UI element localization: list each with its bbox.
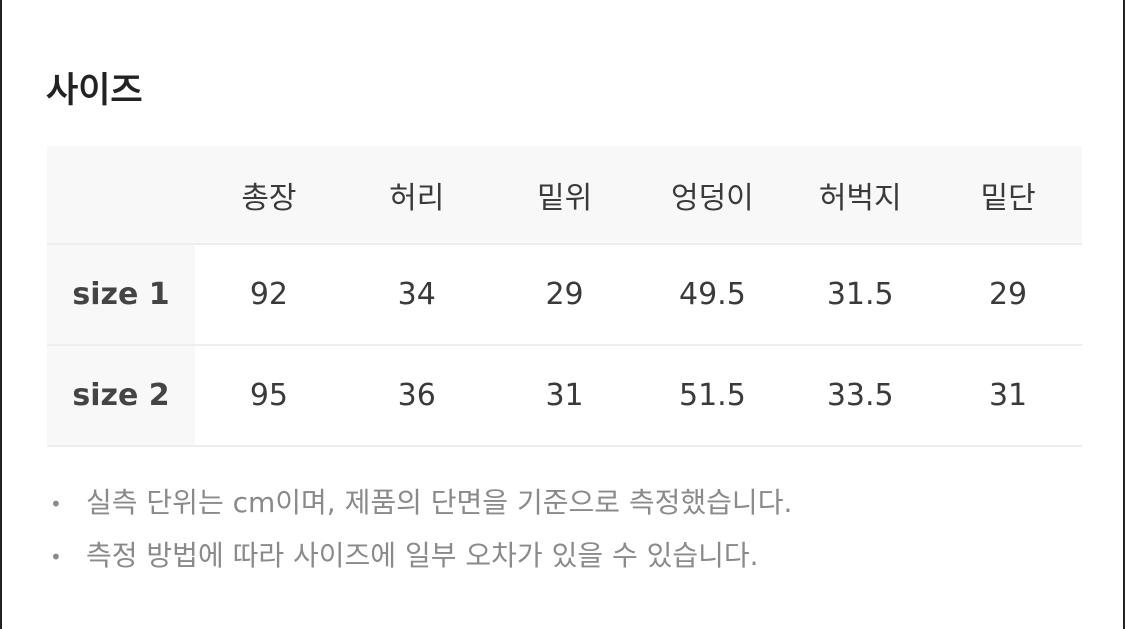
bullet-icon: • [50, 545, 62, 569]
header-cell-total-length: 총장 [241, 180, 297, 216]
table-cell: 49.5 [679, 277, 746, 312]
bullet-icon: • [50, 492, 62, 516]
table-cell: 31 [988, 378, 1028, 413]
table-cell: 31.5 [826, 277, 894, 312]
table-cell: 51.5 [679, 378, 746, 413]
table-cell: 34 [397, 277, 436, 312]
notes-list: • 실측 단위는 cm이며, 제품의 단면을 기준으로 측정했습니다. • 측정 방… [50, 480, 792, 586]
note-item: • 측정 방법에 따라 사이즈에 일부 오차가 있을 수 있습니다. [50, 533, 792, 586]
header-cell-waist: 허리 [389, 180, 445, 216]
section-title: 사이즈 [46, 71, 143, 111]
table-cell: 36 [397, 378, 436, 413]
table-header-row: 총장 허리 밑위 엉덩이 허벅지 밑단 [47, 146, 1082, 244]
header-cell-hem: 밑단 [980, 180, 1036, 216]
header-cell-thigh: 허벅지 [818, 180, 902, 216]
header-cell-rise: 밑위 [536, 180, 593, 216]
table-cell: 33.5 [826, 378, 894, 413]
table-row: size 2 95 36 31 51.5 33.5 31 [47, 345, 1082, 446]
header-cell-hip: 엉덩이 [670, 180, 754, 216]
row-label: size 1 [47, 244, 195, 345]
table-cell: 31 [545, 378, 584, 413]
row-label: size 2 [47, 345, 195, 446]
header-cell-empty [47, 146, 195, 244]
table-cell: 92 [249, 277, 288, 312]
table-cell: 95 [249, 378, 288, 413]
table-cell: 29 [545, 277, 584, 312]
note-text: 측정 방법에 따라 사이즈에 일부 오차가 있을 수 있습니다. [86, 539, 759, 572]
size-table: 총장 허리 밑위 엉덩이 허벅지 밑단 size 1 92 34 29 49.5… [47, 146, 1082, 447]
table-cell: 29 [988, 277, 1028, 312]
note-item: • 실측 단위는 cm이며, 제품의 단면을 기준으로 측정했습니다. [50, 480, 792, 533]
table-row: size 1 92 34 29 49.5 31.5 29 [47, 244, 1082, 345]
note-text: 실측 단위는 cm이며, 제품의 단면을 기준으로 측정했습니다. [86, 486, 793, 519]
